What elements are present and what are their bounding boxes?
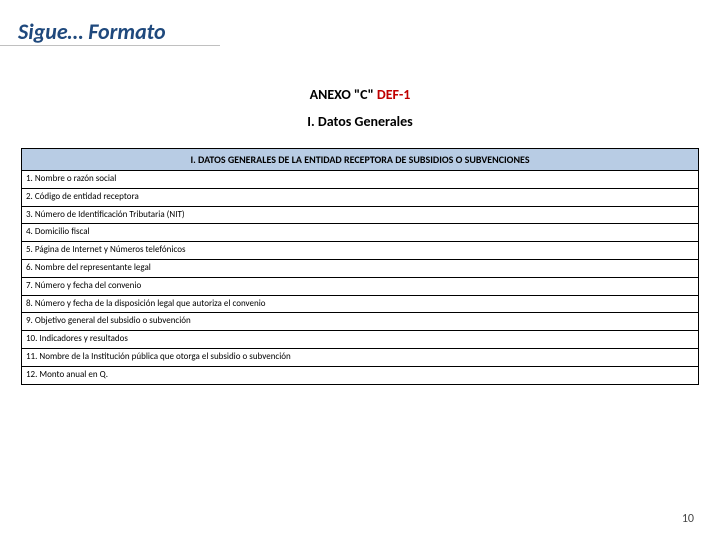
page-number: 10 [682,512,694,526]
table-row: 11. Nombre de la Institución pública que… [22,349,698,367]
table-row: 3. Número de Identificación Tributaria (… [22,207,698,225]
annex-code: DEF-1 [377,86,410,103]
table-row: 12. Monto anual en Q. [22,367,698,384]
table-header: I. DATOS GENERALES DE LA ENTIDAD RECEPTO… [22,149,698,171]
table-row: 5. Página de Internet y Números telefóni… [22,242,698,260]
section-subtitle: I. Datos Generales [0,113,720,130]
annex-prefix: ANEXO "C" [310,86,377,103]
table-row: 6. Nombre del representante legal [22,260,698,278]
slide-title: Sigue… Formato [0,0,220,46]
table-row: 1. Nombre o razón social [22,171,698,189]
table-row: 4. Domicilio fiscal [22,224,698,242]
table-row: 10. Indicadores y resultados [22,331,698,349]
table-row: 2. Código de entidad receptora [22,189,698,207]
annex-line: ANEXO "C" DEF-1 [0,86,720,103]
table-row: 8. Número y fecha de la disposición lega… [22,296,698,314]
table-row: 7. Número y fecha del convenio [22,278,698,296]
table-row: 9. Objetivo general del subsidio o subve… [22,313,698,331]
datos-generales-table: I. DATOS GENERALES DE LA ENTIDAD RECEPTO… [21,148,699,385]
